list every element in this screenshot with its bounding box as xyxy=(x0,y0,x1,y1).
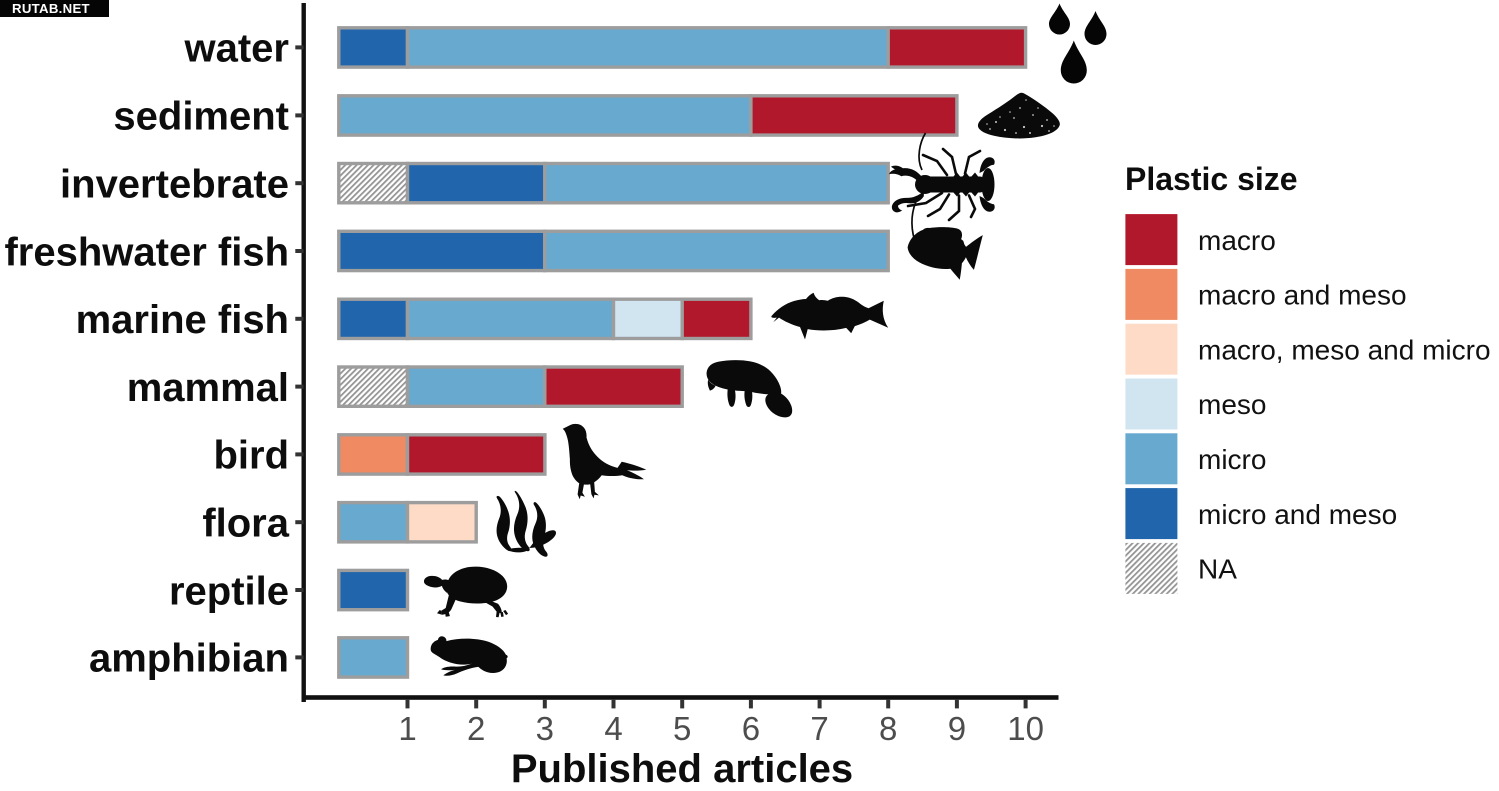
svg-text:marine fish: marine fish xyxy=(76,298,289,342)
svg-text:meso: meso xyxy=(1198,389,1266,420)
svg-text:water: water xyxy=(184,27,290,71)
svg-text:bird: bird xyxy=(213,434,289,478)
svg-text:8: 8 xyxy=(879,710,897,747)
svg-text:freshwater fish: freshwater fish xyxy=(4,230,289,274)
svg-text:7: 7 xyxy=(810,710,828,747)
svg-text:mammal: mammal xyxy=(127,366,289,410)
svg-text:invertebrate: invertebrate xyxy=(60,163,289,207)
svg-text:5: 5 xyxy=(673,710,691,747)
svg-text:flora: flora xyxy=(202,502,289,546)
svg-text:macro and meso: macro and meso xyxy=(1198,280,1407,311)
svg-text:10: 10 xyxy=(1007,710,1044,747)
svg-text:9: 9 xyxy=(948,710,966,747)
svg-text:Plastic size: Plastic size xyxy=(1125,161,1298,197)
svg-text:amphibian: amphibian xyxy=(89,637,289,681)
svg-text:micro: micro xyxy=(1198,444,1266,475)
svg-text:macro, meso and micro: macro, meso and micro xyxy=(1198,334,1491,365)
svg-text:macro: macro xyxy=(1198,225,1276,256)
svg-text:1: 1 xyxy=(398,710,416,747)
svg-text:4: 4 xyxy=(604,710,622,747)
svg-text:micro and meso: micro and meso xyxy=(1198,499,1397,530)
svg-text:6: 6 xyxy=(742,710,760,747)
svg-text:reptile: reptile xyxy=(169,569,289,613)
svg-text:Published articles: Published articles xyxy=(511,747,853,786)
svg-text:2: 2 xyxy=(467,710,485,747)
svg-text:3: 3 xyxy=(536,710,554,747)
svg-text:RUTAB.NET: RUTAB.NET xyxy=(12,1,90,16)
svg-text:sediment: sediment xyxy=(113,95,289,139)
svg-text:NA: NA xyxy=(1198,554,1237,585)
